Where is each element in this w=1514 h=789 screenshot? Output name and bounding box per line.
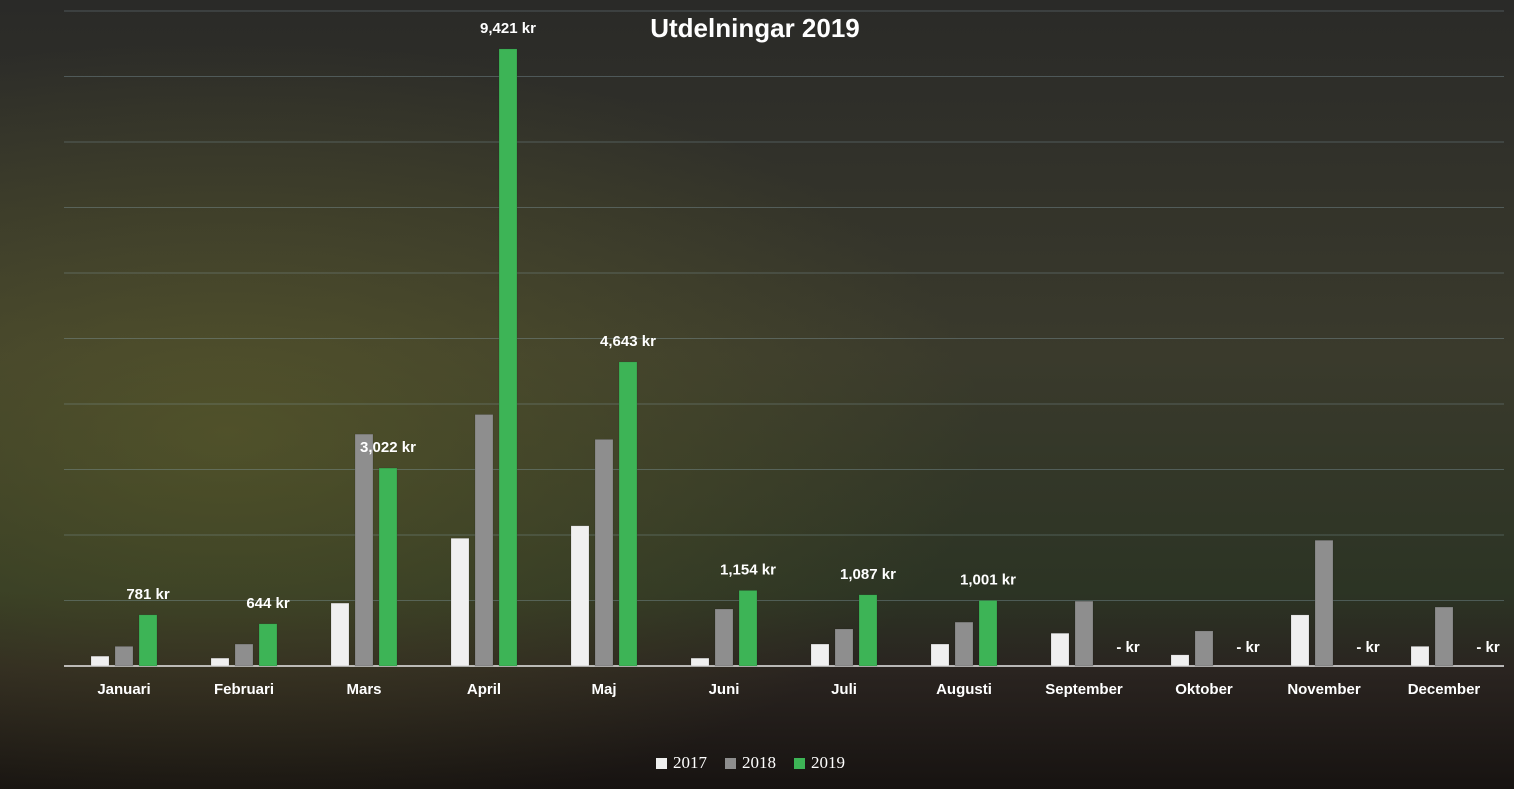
x-tick-label: September (1045, 681, 1123, 698)
legend-label: 2017 (673, 753, 708, 772)
bar (858, 594, 878, 667)
value-label: - kr (1236, 639, 1260, 656)
bar (474, 414, 494, 667)
bar (930, 643, 950, 667)
value-label: - kr (1356, 639, 1380, 656)
x-tick-label: April (467, 681, 501, 698)
x-tick-label: Augusti (936, 681, 992, 698)
bar (1194, 630, 1214, 667)
bar (378, 467, 398, 667)
value-label: - kr (1476, 639, 1500, 656)
value-label: 644 kr (246, 595, 290, 612)
x-tick-label: Februari (214, 681, 274, 698)
bar (90, 655, 110, 667)
x-tick-label: Juli (831, 681, 857, 698)
bar (330, 602, 350, 667)
bar (1410, 646, 1430, 667)
value-label: 781 kr (126, 586, 170, 603)
bar (594, 439, 614, 667)
bar (234, 643, 254, 667)
legend-swatch (794, 758, 805, 769)
bar (690, 657, 710, 667)
value-label: 4,643 kr (600, 333, 656, 350)
chart-title: Utdelningar 2019 (650, 13, 860, 43)
bar (570, 525, 590, 667)
x-tick-label: Oktober (1175, 681, 1233, 698)
bar (954, 621, 974, 667)
bar (738, 590, 758, 667)
value-label: 1,154 kr (720, 561, 776, 578)
value-label: 3,022 kr (360, 439, 416, 456)
legend-swatch (656, 758, 667, 769)
x-tick-label: Juni (709, 681, 740, 698)
bar (978, 600, 998, 667)
legend: 2017 2018 2019 (656, 753, 845, 772)
bar (258, 623, 278, 667)
bar (618, 361, 638, 667)
bar (1434, 606, 1454, 667)
bar (114, 646, 134, 667)
value-label: 1,001 kr (960, 571, 1016, 588)
bar (354, 433, 374, 667)
x-tick-label: Mars (346, 681, 381, 698)
bar (1314, 539, 1334, 667)
bar (810, 643, 830, 667)
bar (1170, 654, 1190, 667)
bar (1050, 633, 1070, 667)
bar (210, 657, 230, 667)
bar (498, 48, 518, 667)
value-label: 1,087 kr (840, 566, 896, 583)
x-tick-label: Januari (97, 681, 150, 698)
bar (138, 614, 158, 667)
bar (450, 538, 470, 667)
legend-label: 2018 (742, 753, 776, 772)
bar (834, 628, 854, 667)
value-label: - kr (1116, 639, 1140, 656)
legend-label: 2019 (811, 753, 845, 772)
bar (1290, 614, 1310, 667)
bar (714, 608, 734, 667)
value-label: 9,421 kr (480, 20, 536, 37)
x-tick-label: December (1408, 681, 1481, 698)
x-tick-label: Maj (591, 681, 616, 698)
plot-area: Januari 781 kr Februari 644 kr Mars 3,022 kr A… (64, 10, 1504, 698)
bar (1074, 600, 1094, 667)
legend-swatch (725, 758, 736, 769)
x-tick-label: November (1287, 681, 1361, 698)
